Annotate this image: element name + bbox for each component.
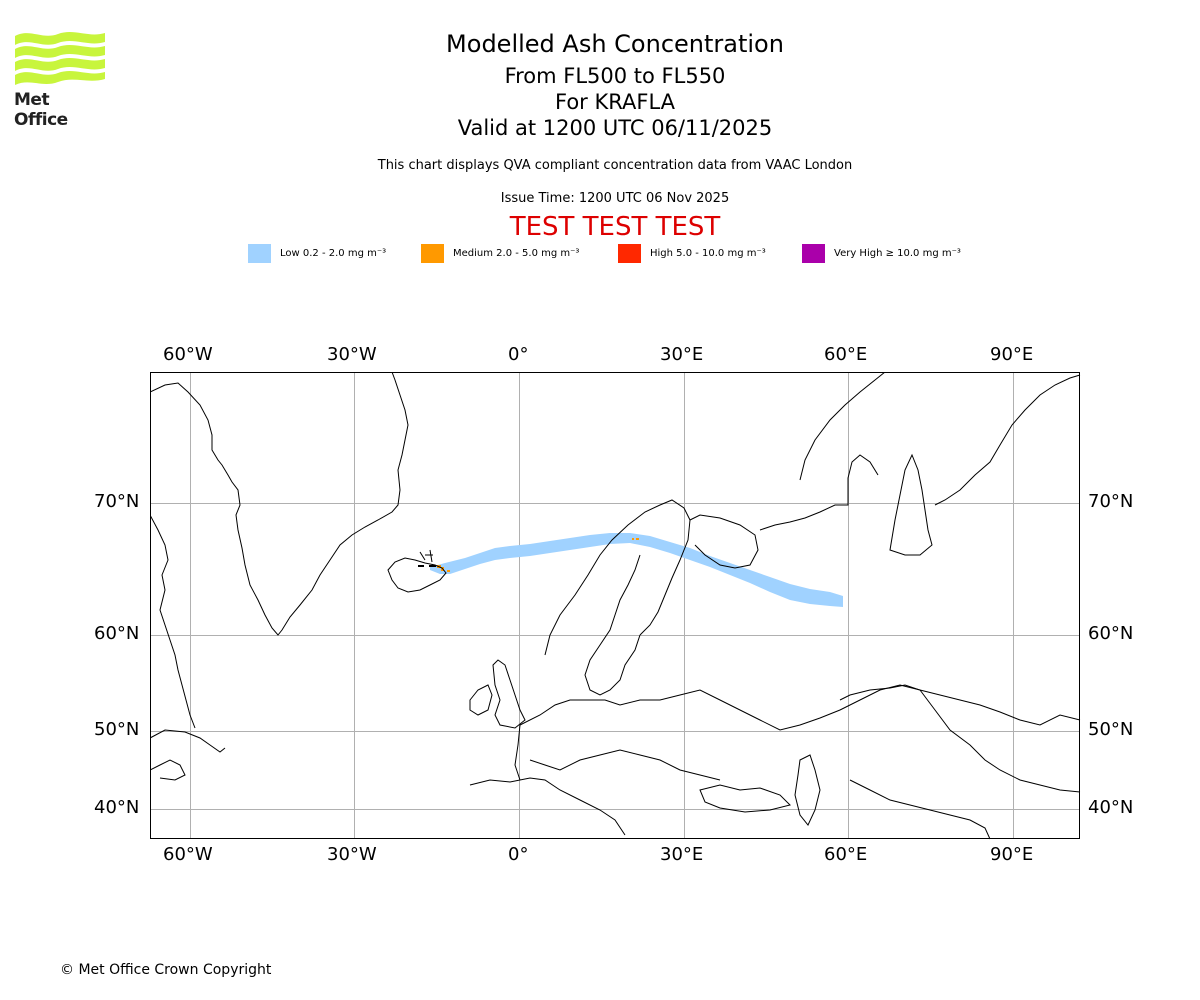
ash-concentration-map [150,372,1081,840]
legend-label-low: Low 0.2 - 2.0 mg m⁻³ [280,248,387,259]
lat-tick-left-40n: 40°N [94,797,140,818]
copyright-notice: © Met Office Crown Copyright [60,962,272,978]
legend-item-low: Low 0.2 - 2.0 mg m⁻³ [248,244,386,263]
lon-tick-bottom-30e: 30°E [660,844,704,865]
lon-tick-top-90e: 90°E [990,344,1034,365]
lon-tick-bottom-60w: 60°W [163,844,213,865]
lat-tick-left-70n: 70°N [94,491,140,512]
lon-tick-bottom-60e: 60°E [824,844,868,865]
legend-swatch-high [618,244,641,263]
lat-tick-left-50n: 50°N [94,719,140,740]
lat-tick-left-60n: 60°N [94,623,140,644]
lon-tick-bottom-30w: 30°W [327,844,377,865]
lon-tick-bottom-90e: 90°E [990,844,1034,865]
legend-item-very-high: Very High ≥ 10.0 mg m⁻³ [802,244,961,263]
lon-tick-top-60e: 60°E [824,344,868,365]
map-frame [150,372,1080,839]
coastlines [150,372,1081,840]
chart-title: Modelled Ash Concentration [446,30,784,58]
legend-label-high: High 5.0 - 10.0 mg m⁻³ [650,248,766,259]
volcano-name: For KRAFLA [555,90,675,114]
lat-tick-right-40n: 40°N [1088,797,1134,818]
legend-item-medium: Medium 2.0 - 5.0 mg m⁻³ [421,244,579,263]
lat-tick-right-60n: 60°N [1088,623,1134,644]
lon-tick-bottom-0: 0° [508,844,529,865]
lat-tick-right-50n: 50°N [1088,719,1134,740]
logo-text: Met Office [14,90,68,130]
lon-tick-top-30w: 30°W [327,344,377,365]
lon-tick-top-0: 0° [508,344,529,365]
ash-plume-low [430,533,843,607]
issue-time: Issue Time: 1200 UTC 06 Nov 2025 [500,191,730,206]
qva-note: This chart displays QVA compliant concen… [377,158,853,173]
legend-swatch-very-high [802,244,825,263]
met-office-logo: Met Office [12,30,108,130]
legend-swatch-low [248,244,271,263]
legend-swatch-medium [421,244,444,263]
legend-item-high: High 5.0 - 10.0 mg m⁻³ [618,244,766,263]
map-gridlines [150,372,1080,839]
lon-tick-top-30e: 30°E [660,344,704,365]
legend-label-medium: Medium 2.0 - 5.0 mg m⁻³ [453,248,580,259]
flight-level-range: From FL500 to FL550 [504,64,726,88]
legend-label-very-high: Very High ≥ 10.0 mg m⁻³ [834,248,961,259]
met-office-waves-icon [15,32,105,85]
valid-time: Valid at 1200 UTC 06/11/2025 [457,116,773,140]
test-banner: TEST TEST TEST [509,212,721,242]
lon-tick-top-60w: 60°W [163,344,213,365]
lat-tick-right-70n: 70°N [1088,491,1134,512]
